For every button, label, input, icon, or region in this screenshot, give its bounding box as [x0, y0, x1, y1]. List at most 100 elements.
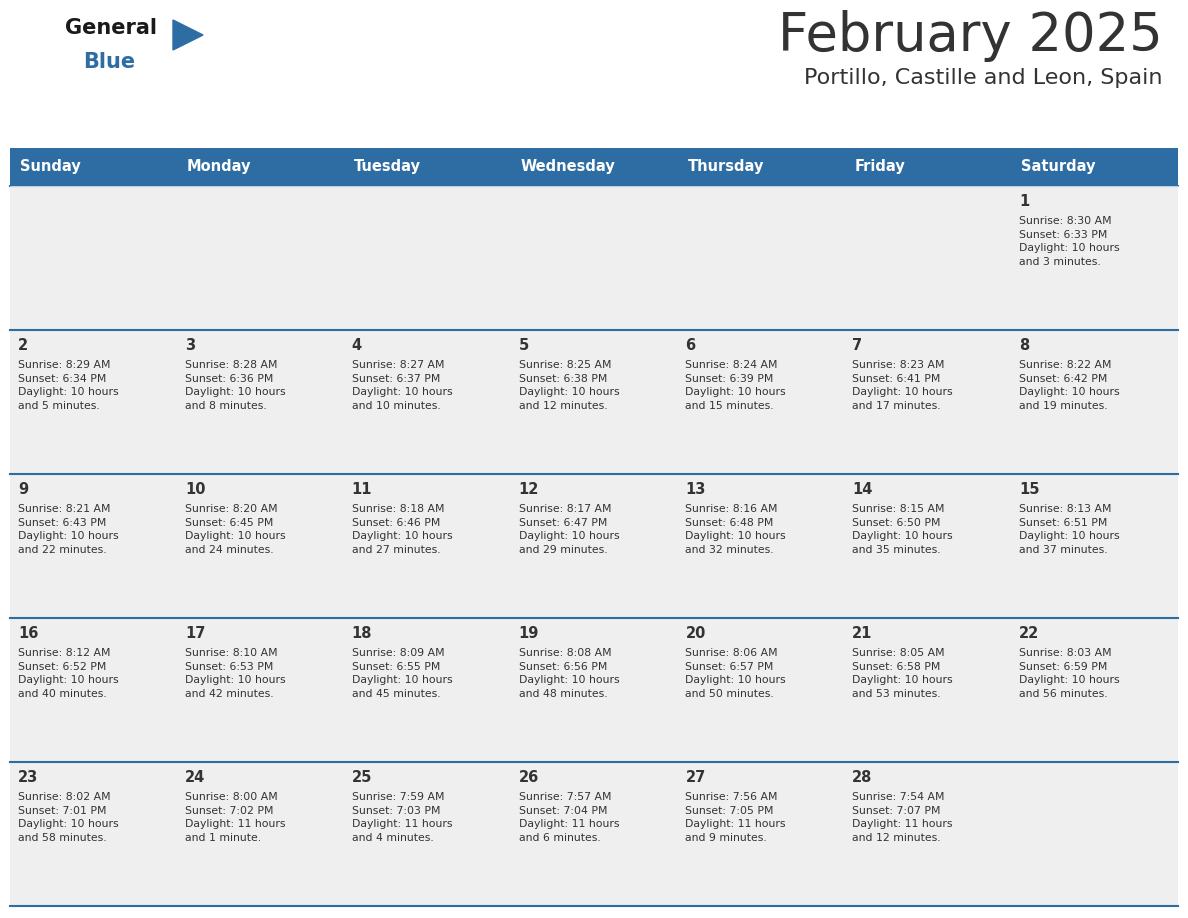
Text: Sunrise: 8:18 AM
Sunset: 6:46 PM
Daylight: 10 hours
and 27 minutes.: Sunrise: 8:18 AM Sunset: 6:46 PM Dayligh…: [352, 504, 453, 554]
Text: February 2025: February 2025: [778, 10, 1163, 62]
Text: 6: 6: [685, 338, 695, 353]
Text: 17: 17: [185, 626, 206, 641]
Text: 15: 15: [1019, 482, 1040, 497]
Text: Sunrise: 8:24 AM
Sunset: 6:39 PM
Daylight: 10 hours
and 15 minutes.: Sunrise: 8:24 AM Sunset: 6:39 PM Dayligh…: [685, 360, 786, 410]
Bar: [511, 148, 677, 186]
Bar: [677, 762, 845, 906]
Bar: [177, 330, 343, 474]
Text: Sunrise: 8:21 AM
Sunset: 6:43 PM
Daylight: 10 hours
and 22 minutes.: Sunrise: 8:21 AM Sunset: 6:43 PM Dayligh…: [18, 504, 119, 554]
Bar: [343, 618, 511, 762]
Text: Sunrise: 7:57 AM
Sunset: 7:04 PM
Daylight: 11 hours
and 6 minutes.: Sunrise: 7:57 AM Sunset: 7:04 PM Dayligh…: [519, 792, 619, 843]
Text: 9: 9: [18, 482, 29, 497]
Text: Sunrise: 8:09 AM
Sunset: 6:55 PM
Daylight: 10 hours
and 45 minutes.: Sunrise: 8:09 AM Sunset: 6:55 PM Dayligh…: [352, 648, 453, 699]
Bar: [10, 148, 177, 186]
Text: 25: 25: [352, 770, 372, 785]
Text: 3: 3: [185, 338, 195, 353]
Bar: [343, 186, 511, 330]
Text: 7: 7: [852, 338, 862, 353]
Bar: [1011, 474, 1178, 618]
Text: Blue: Blue: [83, 52, 135, 72]
Text: Thursday: Thursday: [688, 160, 764, 174]
Text: 18: 18: [352, 626, 372, 641]
Text: Sunrise: 8:10 AM
Sunset: 6:53 PM
Daylight: 10 hours
and 42 minutes.: Sunrise: 8:10 AM Sunset: 6:53 PM Dayligh…: [185, 648, 285, 699]
Bar: [1011, 330, 1178, 474]
Bar: [177, 186, 343, 330]
Text: 10: 10: [185, 482, 206, 497]
Text: Sunrise: 8:12 AM
Sunset: 6:52 PM
Daylight: 10 hours
and 40 minutes.: Sunrise: 8:12 AM Sunset: 6:52 PM Dayligh…: [18, 648, 119, 699]
Text: Saturday: Saturday: [1022, 160, 1095, 174]
Text: Sunrise: 8:06 AM
Sunset: 6:57 PM
Daylight: 10 hours
and 50 minutes.: Sunrise: 8:06 AM Sunset: 6:57 PM Dayligh…: [685, 648, 786, 699]
Text: Sunrise: 8:08 AM
Sunset: 6:56 PM
Daylight: 10 hours
and 48 minutes.: Sunrise: 8:08 AM Sunset: 6:56 PM Dayligh…: [519, 648, 619, 699]
Text: 27: 27: [685, 770, 706, 785]
Text: 1: 1: [1019, 194, 1029, 209]
Bar: [1011, 148, 1178, 186]
Bar: [677, 148, 845, 186]
Bar: [845, 186, 1011, 330]
Bar: [177, 474, 343, 618]
Bar: [677, 474, 845, 618]
Bar: [845, 330, 1011, 474]
Text: Sunrise: 8:25 AM
Sunset: 6:38 PM
Daylight: 10 hours
and 12 minutes.: Sunrise: 8:25 AM Sunset: 6:38 PM Dayligh…: [519, 360, 619, 410]
Bar: [10, 762, 177, 906]
Bar: [343, 762, 511, 906]
Text: 13: 13: [685, 482, 706, 497]
Bar: [677, 186, 845, 330]
Text: Wednesday: Wednesday: [520, 160, 615, 174]
Text: Sunrise: 8:17 AM
Sunset: 6:47 PM
Daylight: 10 hours
and 29 minutes.: Sunrise: 8:17 AM Sunset: 6:47 PM Dayligh…: [519, 504, 619, 554]
Text: 12: 12: [519, 482, 539, 497]
Text: Friday: Friday: [854, 160, 905, 174]
Bar: [677, 330, 845, 474]
Bar: [177, 618, 343, 762]
Text: Sunrise: 8:30 AM
Sunset: 6:33 PM
Daylight: 10 hours
and 3 minutes.: Sunrise: 8:30 AM Sunset: 6:33 PM Dayligh…: [1019, 216, 1120, 267]
Text: Sunrise: 8:22 AM
Sunset: 6:42 PM
Daylight: 10 hours
and 19 minutes.: Sunrise: 8:22 AM Sunset: 6:42 PM Dayligh…: [1019, 360, 1120, 410]
Polygon shape: [173, 20, 203, 50]
Text: Sunrise: 8:13 AM
Sunset: 6:51 PM
Daylight: 10 hours
and 37 minutes.: Sunrise: 8:13 AM Sunset: 6:51 PM Dayligh…: [1019, 504, 1120, 554]
Text: 28: 28: [852, 770, 873, 785]
Text: Tuesday: Tuesday: [354, 160, 421, 174]
Text: Sunrise: 8:15 AM
Sunset: 6:50 PM
Daylight: 10 hours
and 35 minutes.: Sunrise: 8:15 AM Sunset: 6:50 PM Dayligh…: [852, 504, 953, 554]
Bar: [343, 474, 511, 618]
Bar: [10, 330, 177, 474]
Text: Sunday: Sunday: [20, 160, 81, 174]
Text: 14: 14: [852, 482, 873, 497]
Bar: [177, 148, 343, 186]
Bar: [1011, 618, 1178, 762]
Text: 26: 26: [519, 770, 539, 785]
Text: 22: 22: [1019, 626, 1040, 641]
Text: Portillo, Castille and Leon, Spain: Portillo, Castille and Leon, Spain: [804, 68, 1163, 88]
Text: Sunrise: 8:27 AM
Sunset: 6:37 PM
Daylight: 10 hours
and 10 minutes.: Sunrise: 8:27 AM Sunset: 6:37 PM Dayligh…: [352, 360, 453, 410]
Text: Sunrise: 8:00 AM
Sunset: 7:02 PM
Daylight: 11 hours
and 1 minute.: Sunrise: 8:00 AM Sunset: 7:02 PM Dayligh…: [185, 792, 285, 843]
Bar: [511, 762, 677, 906]
Text: Sunrise: 8:03 AM
Sunset: 6:59 PM
Daylight: 10 hours
and 56 minutes.: Sunrise: 8:03 AM Sunset: 6:59 PM Dayligh…: [1019, 648, 1120, 699]
Bar: [511, 330, 677, 474]
Bar: [1011, 762, 1178, 906]
Text: 2: 2: [18, 338, 29, 353]
Text: 5: 5: [519, 338, 529, 353]
Bar: [177, 762, 343, 906]
Text: Sunrise: 8:16 AM
Sunset: 6:48 PM
Daylight: 10 hours
and 32 minutes.: Sunrise: 8:16 AM Sunset: 6:48 PM Dayligh…: [685, 504, 786, 554]
Bar: [511, 474, 677, 618]
Text: 23: 23: [18, 770, 38, 785]
Bar: [845, 762, 1011, 906]
Bar: [343, 330, 511, 474]
Text: Monday: Monday: [187, 160, 252, 174]
Text: 16: 16: [18, 626, 38, 641]
Text: 8: 8: [1019, 338, 1029, 353]
Text: Sunrise: 8:29 AM
Sunset: 6:34 PM
Daylight: 10 hours
and 5 minutes.: Sunrise: 8:29 AM Sunset: 6:34 PM Dayligh…: [18, 360, 119, 410]
Text: Sunrise: 8:05 AM
Sunset: 6:58 PM
Daylight: 10 hours
and 53 minutes.: Sunrise: 8:05 AM Sunset: 6:58 PM Dayligh…: [852, 648, 953, 699]
Text: Sunrise: 7:59 AM
Sunset: 7:03 PM
Daylight: 11 hours
and 4 minutes.: Sunrise: 7:59 AM Sunset: 7:03 PM Dayligh…: [352, 792, 453, 843]
Text: Sunrise: 8:02 AM
Sunset: 7:01 PM
Daylight: 10 hours
and 58 minutes.: Sunrise: 8:02 AM Sunset: 7:01 PM Dayligh…: [18, 792, 119, 843]
Bar: [845, 618, 1011, 762]
Bar: [343, 148, 511, 186]
Text: General: General: [65, 18, 157, 38]
Text: Sunrise: 7:54 AM
Sunset: 7:07 PM
Daylight: 11 hours
and 12 minutes.: Sunrise: 7:54 AM Sunset: 7:07 PM Dayligh…: [852, 792, 953, 843]
Text: 19: 19: [519, 626, 539, 641]
Text: Sunrise: 8:28 AM
Sunset: 6:36 PM
Daylight: 10 hours
and 8 minutes.: Sunrise: 8:28 AM Sunset: 6:36 PM Dayligh…: [185, 360, 285, 410]
Text: Sunrise: 8:23 AM
Sunset: 6:41 PM
Daylight: 10 hours
and 17 minutes.: Sunrise: 8:23 AM Sunset: 6:41 PM Dayligh…: [852, 360, 953, 410]
Bar: [10, 618, 177, 762]
Bar: [845, 148, 1011, 186]
Bar: [1011, 186, 1178, 330]
Text: Sunrise: 8:20 AM
Sunset: 6:45 PM
Daylight: 10 hours
and 24 minutes.: Sunrise: 8:20 AM Sunset: 6:45 PM Dayligh…: [185, 504, 285, 554]
Bar: [10, 186, 177, 330]
Bar: [677, 618, 845, 762]
